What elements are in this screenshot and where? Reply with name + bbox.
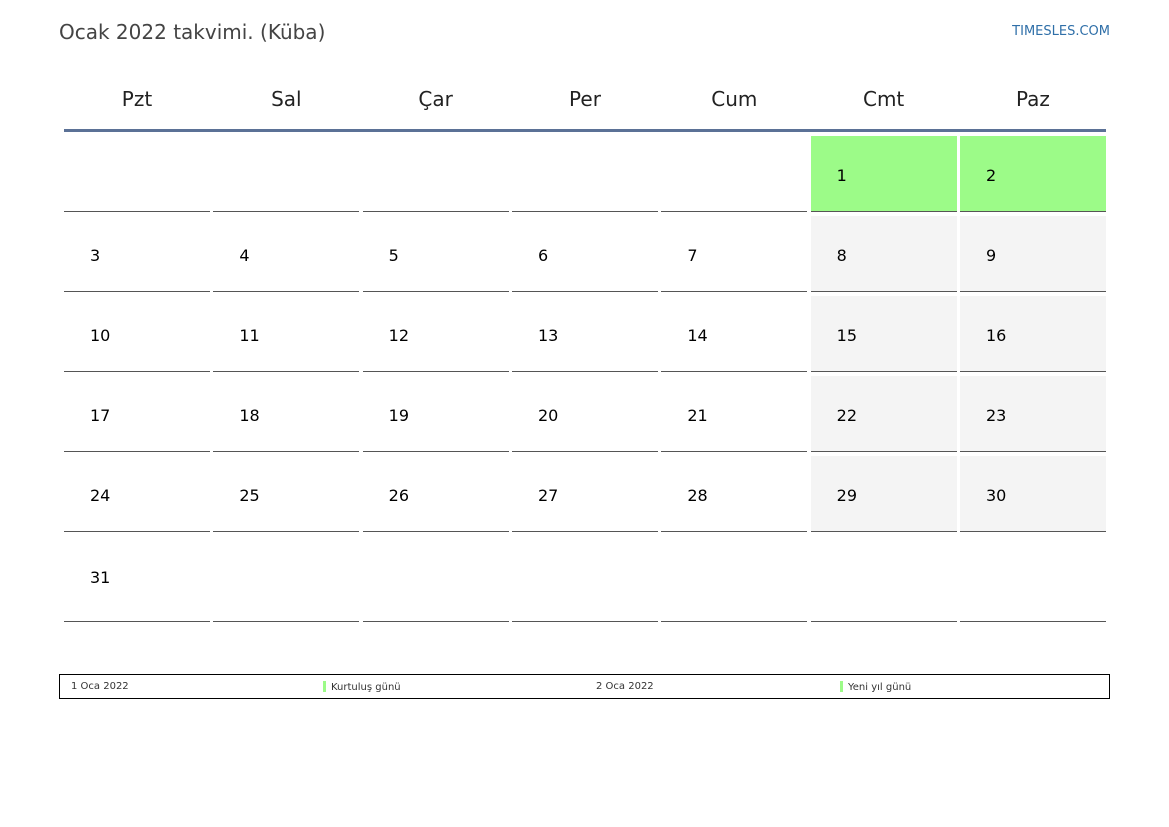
day-cell-weekend: 8 <box>810 216 957 292</box>
calendar-grid: Pzt Sal Çar Per Cum Cmt Paz 1 2 3 4 5 6 … <box>64 70 1106 622</box>
holiday-legend: 1 Oca 2022 Kurtuluş günü 2 Oca 2022 Yeni… <box>59 674 1110 699</box>
page-title: Ocak 2022 takvimi. (Küba) <box>59 20 326 44</box>
day-cell: 21 <box>661 376 808 452</box>
day-cell: 10 <box>64 296 210 372</box>
weekday-thursday: Per <box>569 87 601 111</box>
day-cell-weekend: 16 <box>959 296 1106 372</box>
week-row-1: 1 2 <box>64 136 1106 212</box>
day-cell: 12 <box>362 296 509 372</box>
week-row-6: 31 <box>64 536 1106 622</box>
day-cell: 19 <box>362 376 509 452</box>
holiday-name: Kurtuluş günü <box>331 682 401 693</box>
day-cell: 13 <box>511 296 658 372</box>
day-cell <box>362 536 509 622</box>
weekday-tuesday: Sal <box>271 87 302 111</box>
day-cell: 17 <box>64 376 210 452</box>
week-row-3: 10 11 12 13 14 15 16 <box>64 296 1106 372</box>
weekday-wednesday: Çar <box>418 87 453 111</box>
holiday-color-marker <box>840 681 843 692</box>
day-cell <box>511 536 658 622</box>
week-row-5: 24 25 26 27 28 29 30 <box>64 456 1106 532</box>
day-cell <box>213 136 360 212</box>
day-cell: 18 <box>213 376 360 452</box>
day-cell <box>661 136 808 212</box>
weekday-friday: Cum <box>711 87 758 111</box>
day-cell <box>362 136 509 212</box>
holiday-name: Yeni yıl günü <box>848 682 912 693</box>
day-cell: 28 <box>661 456 808 532</box>
weekday-monday: Pzt <box>121 87 153 111</box>
week-row-4: 17 18 19 20 21 22 23 <box>64 376 1106 452</box>
day-cell-weekend: 15 <box>810 296 957 372</box>
day-cell: 27 <box>511 456 658 532</box>
holiday-date: 1 Oca 2022 <box>71 681 129 692</box>
day-cell: 14 <box>661 296 808 372</box>
day-cell: 6 <box>511 216 658 292</box>
day-cell: 11 <box>213 296 360 372</box>
day-cell-weekend: 30 <box>959 456 1106 532</box>
day-cell <box>213 536 360 622</box>
day-cell: 24 <box>64 456 210 532</box>
week-row-2: 3 4 5 6 7 8 9 <box>64 216 1106 292</box>
holiday-date: 2 Oca 2022 <box>596 681 654 692</box>
day-cell-weekend: 29 <box>810 456 957 532</box>
day-cell: 25 <box>213 456 360 532</box>
day-cell-weekend: 23 <box>959 376 1106 452</box>
day-cell <box>959 536 1106 622</box>
day-cell <box>511 136 658 212</box>
day-cell: 26 <box>362 456 509 532</box>
day-cell: 20 <box>511 376 658 452</box>
day-cell-weekend: 9 <box>959 216 1106 292</box>
day-cell-weekend: 22 <box>810 376 957 452</box>
weekday-header-row: Pzt Sal Çar Per Cum Cmt Paz <box>64 70 1106 132</box>
day-cell: 31 <box>64 536 210 622</box>
holiday-entry: Yeni yıl günü <box>840 681 911 693</box>
site-link[interactable]: TIMESLES.COM <box>1012 24 1110 39</box>
weekday-sunday: Paz <box>1016 87 1050 111</box>
holiday-color-marker <box>323 681 326 692</box>
day-cell: 5 <box>362 216 509 292</box>
day-cell-holiday: 1 <box>810 136 957 212</box>
day-cell-holiday: 2 <box>959 136 1106 212</box>
day-cell: 7 <box>661 216 808 292</box>
day-cell <box>810 536 957 622</box>
weekday-saturday: Cmt <box>862 87 905 111</box>
holiday-entry: Kurtuluş günü <box>323 681 401 693</box>
day-cell: 4 <box>213 216 360 292</box>
day-cell <box>661 536 808 622</box>
day-cell: 3 <box>64 216 210 292</box>
day-cell <box>64 136 210 212</box>
